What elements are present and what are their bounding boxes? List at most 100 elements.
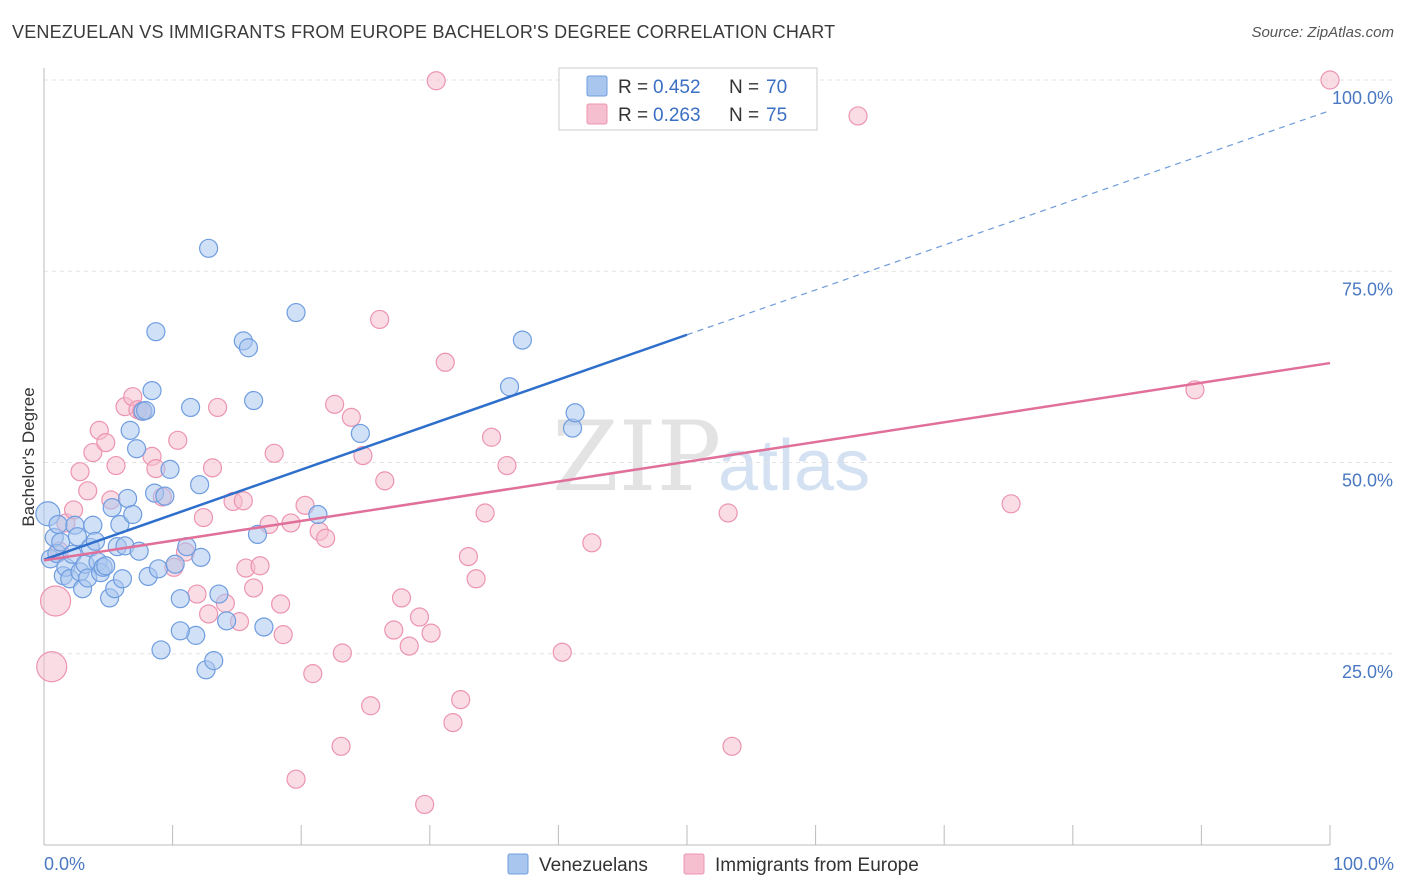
point-europe: [443, 712, 463, 733]
point-venezuelans: [142, 380, 162, 401]
point-venezuelans: [191, 547, 211, 567]
point-europe: [582, 533, 602, 553]
point-venezuelans: [286, 302, 306, 323]
point-europe: [415, 794, 435, 815]
point-venezuelans: [146, 322, 166, 342]
point-europe: [466, 569, 486, 589]
y-tick-label-50: 50.0%: [1342, 471, 1393, 491]
y-axis-title: Bachelor's Degree: [19, 387, 38, 526]
point-europe: [286, 769, 306, 789]
point-europe: [39, 585, 72, 617]
point-europe: [244, 578, 264, 598]
point-europe: [475, 503, 495, 523]
point-venezuelans: [209, 584, 229, 604]
point-europe: [353, 446, 373, 466]
correlation-legend: R = 0.452 N = 70 R = 0.263 N = 75: [558, 67, 818, 131]
x-tick-label-max: 100.0%: [1333, 854, 1394, 874]
point-europe: [426, 71, 446, 91]
point-europe: [421, 623, 441, 643]
source-label: Source: ZipAtlas.com: [1251, 24, 1394, 41]
point-europe: [552, 642, 572, 662]
point-venezuelans: [117, 488, 138, 509]
point-venezuelans: [181, 397, 201, 418]
legend-swatch-venezuelans: [586, 75, 608, 97]
point-europe: [370, 309, 390, 330]
series-venezuelans: [35, 238, 585, 680]
point-venezuelans: [126, 439, 147, 459]
trend-line-venezuelans: [43, 333, 688, 561]
x-ticks: [43, 825, 1331, 845]
y-tick-label-25: 25.0%: [1342, 662, 1393, 682]
point-europe: [78, 481, 98, 501]
point-europe: [264, 443, 284, 463]
point-venezuelans: [244, 390, 264, 411]
point-venezuelans: [67, 527, 88, 547]
point-europe: [202, 458, 223, 478]
legend-row-venezuelans: R = 0.452 N = 70: [618, 77, 787, 98]
point-europe: [409, 607, 430, 627]
point-europe: [435, 352, 455, 372]
point-venezuelans: [83, 515, 103, 535]
point-europe: [718, 503, 738, 523]
point-venezuelans: [565, 403, 585, 423]
point-europe: [332, 643, 352, 663]
point-venezuelans: [199, 238, 219, 258]
point-europe: [193, 507, 214, 528]
watermark-atlas: atlas: [718, 426, 870, 506]
point-venezuelans: [254, 617, 274, 637]
point-venezuelans: [148, 559, 169, 579]
x-tick-label-min: 0.0%: [44, 854, 85, 874]
point-europe: [70, 462, 90, 482]
point-venezuelans: [308, 504, 328, 525]
point-europe: [458, 546, 478, 567]
point-europe: [199, 604, 219, 624]
point-europe: [36, 651, 68, 683]
point-venezuelans: [160, 459, 180, 479]
point-europe: [271, 594, 291, 614]
point-europe: [1001, 494, 1021, 514]
point-europe: [303, 664, 323, 684]
point-europe: [722, 736, 742, 756]
point-venezuelans: [151, 640, 171, 660]
point-europe: [187, 584, 207, 604]
point-venezuelans: [123, 504, 143, 525]
point-venezuelans: [96, 556, 116, 576]
point-venezuelans: [238, 338, 259, 358]
chart-title: VENEZUELAN VS IMMIGRANTS FROM EUROPE BAC…: [12, 22, 836, 42]
point-europe: [250, 556, 270, 576]
point-europe: [481, 427, 502, 447]
point-venezuelans: [135, 400, 156, 421]
trend-lines: [43, 110, 1331, 562]
point-venezuelans: [112, 569, 133, 589]
point-venezuelans: [48, 514, 68, 535]
point-europe: [83, 442, 103, 463]
y-tick-labels: 25.0% 50.0% 75.0% 100.0%: [1332, 88, 1393, 682]
legend-row-europe: R = 0.263 N = 75: [618, 105, 787, 126]
trend-line-europe: [43, 361, 1331, 562]
bottom-legend-swatch-europe: [683, 853, 705, 875]
point-europe: [848, 106, 868, 126]
bottom-legend-label-venezuelans: Venezuelans: [539, 855, 648, 876]
point-venezuelans: [204, 651, 224, 671]
point-europe: [208, 397, 228, 418]
point-venezuelans: [155, 486, 175, 506]
point-venezuelans: [165, 554, 185, 574]
series-immigrants-from-europe: [36, 70, 1340, 815]
point-venezuelans: [170, 589, 190, 609]
point-venezuelans: [170, 621, 190, 641]
y-tick-label-75: 75.0%: [1342, 279, 1393, 299]
point-venezuelans: [120, 420, 140, 440]
point-europe: [96, 433, 116, 453]
point-europe: [399, 636, 419, 656]
point-europe: [384, 620, 404, 640]
point-europe: [233, 491, 253, 511]
point-europe: [1320, 70, 1340, 90]
point-europe: [497, 455, 517, 476]
bottom-legend-label-europe: Immigrants from Europe: [715, 855, 919, 876]
point-europe: [391, 588, 412, 608]
point-venezuelans: [102, 498, 122, 518]
point-europe: [316, 528, 336, 548]
point-europe: [168, 430, 188, 450]
point-venezuelans: [247, 524, 268, 545]
